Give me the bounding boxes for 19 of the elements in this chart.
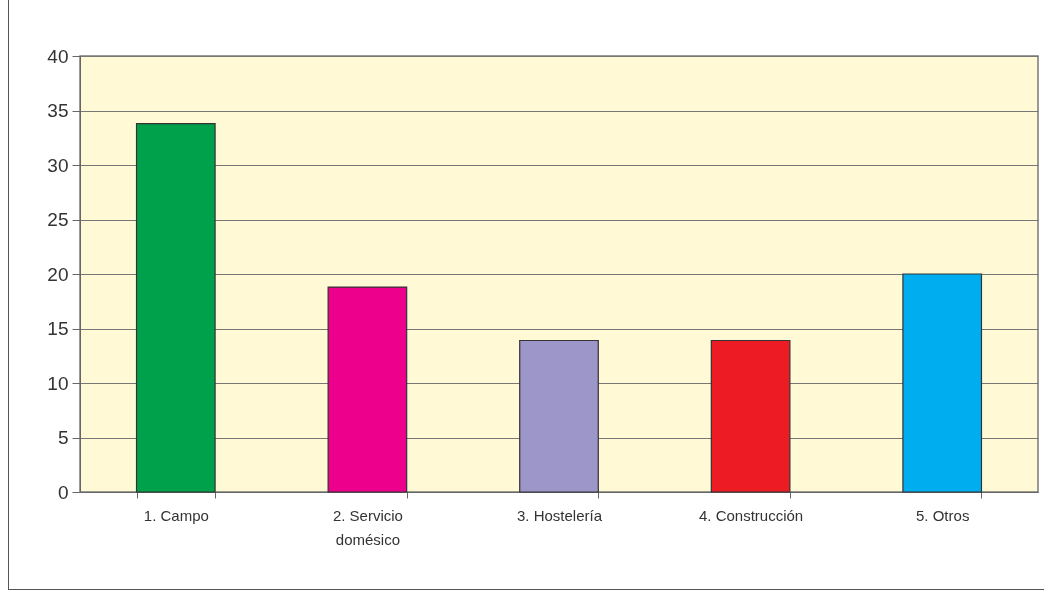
y-tick-label: 20 — [47, 263, 69, 285]
bar — [902, 273, 983, 493]
y-tick-label: 10 — [47, 372, 69, 394]
bar — [327, 286, 408, 493]
x-tick-label: 1. Campo — [143, 506, 209, 524]
y-tick-label: 30 — [47, 154, 69, 176]
y-tick-label: 35 — [47, 100, 69, 121]
bar — [519, 339, 599, 493]
bar — [135, 122, 216, 493]
y-tick-label: 5 — [57, 427, 69, 448]
y-tick-label: 0 — [57, 481, 69, 503]
x-tick-label: 3. Hostelería — [516, 506, 603, 524]
y-tick-label: 25 — [47, 209, 69, 230]
y-tick-label: 15 — [47, 318, 69, 339]
x-tick-label: 4. Construcción — [698, 506, 804, 524]
bar — [710, 339, 791, 493]
x-tick-label: 2. Servicio domésico — [332, 506, 403, 548]
x-tick-label: 5. Otros — [916, 506, 970, 524]
y-tick-label: 40 — [47, 45, 69, 67]
